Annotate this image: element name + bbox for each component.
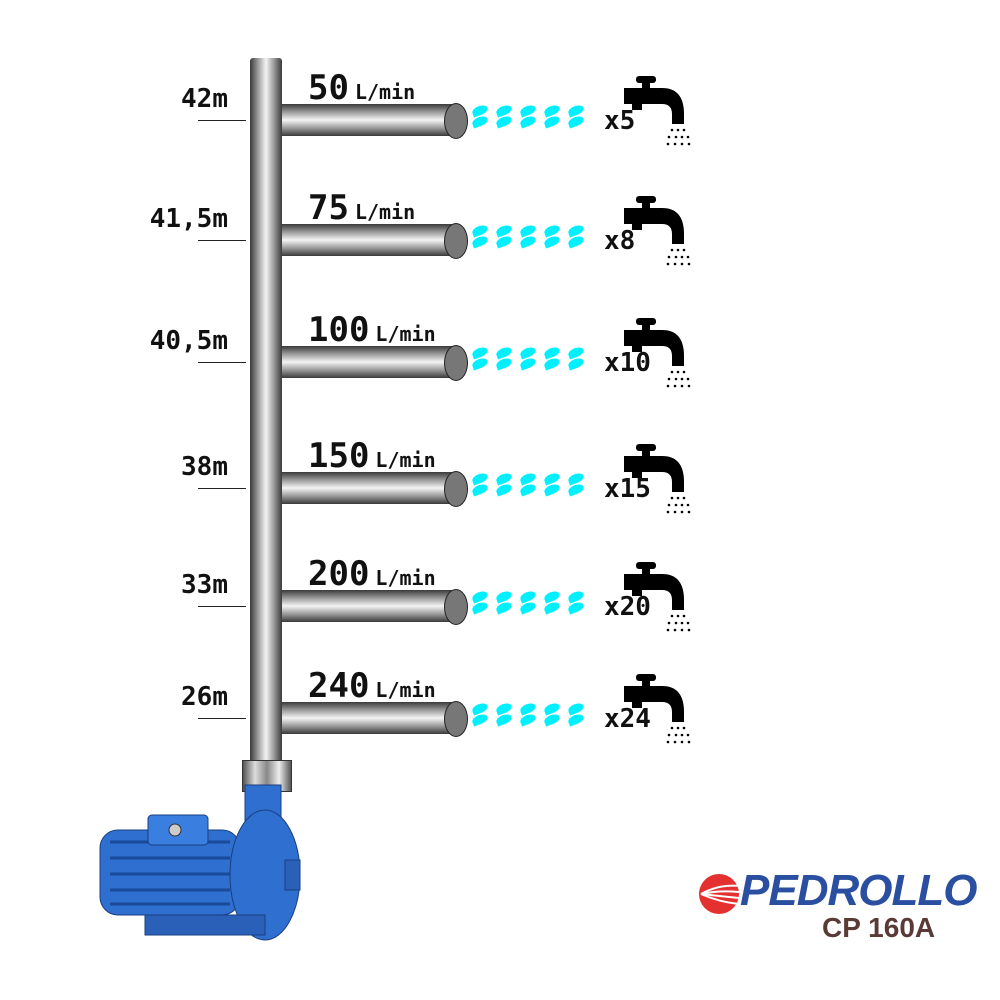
height-marker-line [198,120,246,121]
water-spray [470,103,602,129]
branch-pipe [282,472,452,504]
tap-count: x8 [604,226,636,256]
model-label: CP 160A [822,912,936,943]
flow-unit: L/min [354,80,416,104]
height-marker-line [198,488,246,489]
pedrollo-logo-icon [699,874,740,914]
tap-count: x10 [604,348,651,378]
flow-label: 240 L/min [308,666,436,706]
branch-pipe [282,104,452,136]
tap-count: x24 [604,704,651,734]
branch-pipe [282,590,452,622]
flow-label: 50 L/min [308,68,415,108]
height-label: 41,5m [149,204,228,234]
faucet-icon [624,674,691,744]
tap-count: x15 [604,474,651,504]
flow-label: 75 L/min [308,188,415,228]
water-spray [470,589,602,615]
pump-image [99,784,301,941]
flow-unit: L/min [375,678,436,702]
pipe-outlet [444,701,468,737]
water-spray [470,701,602,727]
water-spray [470,345,602,371]
flow-value: 100 [308,310,370,350]
faucet-icon [624,196,691,266]
pipe-outlet [444,345,468,381]
tap-count: x20 [604,592,651,622]
branch-pipe [282,224,452,256]
vertical-pipe [250,58,282,763]
water-spray [470,223,602,249]
height-label: 33m [181,570,228,600]
flow-value: 75 [308,188,349,228]
flow-label: 100 L/min [308,310,436,350]
height-marker-line [198,718,246,719]
pipe-outlet [444,223,468,259]
faucet-icon [624,562,691,632]
height-label: 42m [181,84,228,114]
flow-unit: L/min [354,200,416,224]
flow-unit: L/min [375,448,436,472]
faucet-icon [624,318,691,388]
height-label: 26m [181,682,228,712]
flow-unit: L/min [375,566,436,590]
pipe-outlet [444,589,468,625]
flow-unit: L/min [375,322,436,346]
flow-value: 50 [308,68,349,108]
brand-logo: PEDROLLO [740,866,977,915]
branch-pipe [282,346,452,378]
flow-value: 200 [308,554,370,594]
faucet-icon [624,444,691,514]
height-marker-line [198,606,246,607]
flow-label: 200 L/min [308,554,436,594]
pipe-outlet [444,471,468,507]
flow-label: 150 L/min [308,436,436,476]
height-marker-line [198,362,246,363]
height-marker-line [198,240,246,241]
tap-count: x5 [604,106,636,136]
branch-pipe [282,702,452,734]
height-label: 38m [181,452,228,482]
height-label: 40,5m [149,326,228,356]
flow-value: 240 [308,666,370,706]
pipe-outlet [444,103,468,139]
faucet-icon [624,76,691,146]
water-spray [470,471,602,497]
flow-value: 150 [308,436,370,476]
